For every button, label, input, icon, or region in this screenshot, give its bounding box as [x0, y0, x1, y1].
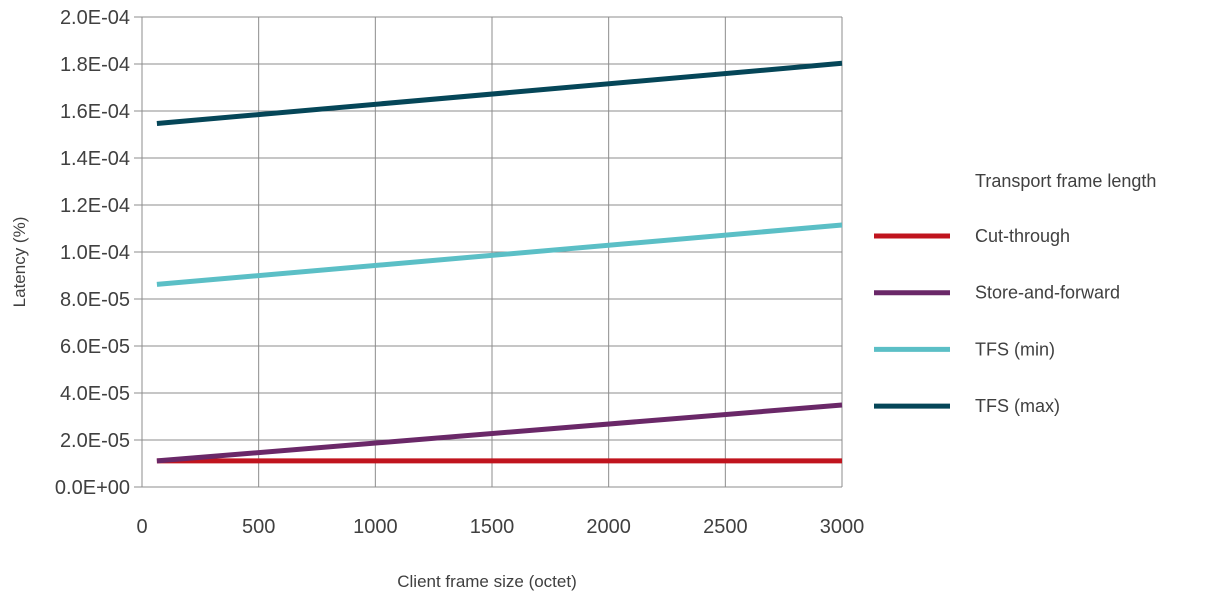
y-tick-label: 8.0E-05	[60, 289, 130, 311]
series-line-store-and-forward	[156, 402, 843, 464]
tick-labels: 0.0E+00 2.0E-05 4.0E-05 6.0E-05 8.0E-05 1.0E-…	[55, 7, 864, 538]
y-tick-label: 0.0E+00	[55, 477, 130, 499]
y-tick-label: 2.0E-05	[60, 430, 130, 452]
y-tick-label: 1.0E-04	[60, 242, 130, 264]
legend-label-store-and-forward: Store-and-forward	[975, 283, 1120, 303]
y-tick-label: 2.0E-04	[60, 7, 130, 29]
y-tick-label: 4.0E-05	[60, 383, 130, 405]
legend: Transport frame length Cut-through Store-…	[874, 171, 1156, 416]
legend-label-tfs-min: TFS (min)	[975, 339, 1055, 359]
legend-title: Transport frame length	[975, 171, 1156, 191]
x-tick-label: 0	[136, 516, 147, 538]
legend-label-cut-through: Cut-through	[975, 226, 1070, 246]
x-tick-label: 500	[242, 516, 275, 538]
series-line-tfs-max	[156, 60, 843, 126]
axes	[134, 16, 842, 488]
y-tick-label: 1.4E-04	[60, 148, 130, 170]
x-tick-label: 2500	[703, 516, 748, 538]
series-lines	[156, 60, 843, 464]
y-tick-label: 1.2E-04	[60, 195, 130, 217]
legend-label-tfs-max: TFS (max)	[975, 396, 1060, 416]
x-tick-label: 1000	[353, 516, 398, 538]
grid	[142, 16, 843, 487]
x-tick-label: 2000	[586, 516, 631, 538]
y-tick-label: 1.8E-04	[60, 54, 130, 76]
y-axis-title: Latency (%)	[10, 217, 29, 308]
x-axis-title: Client frame size (octet)	[397, 572, 577, 591]
x-tick-label: 1500	[470, 516, 515, 538]
x-tick-label: 3000	[820, 516, 865, 538]
y-tick-label: 6.0E-05	[60, 336, 130, 358]
y-tick-label: 1.6E-04	[60, 101, 130, 123]
series-line-tfs-min	[156, 222, 843, 287]
